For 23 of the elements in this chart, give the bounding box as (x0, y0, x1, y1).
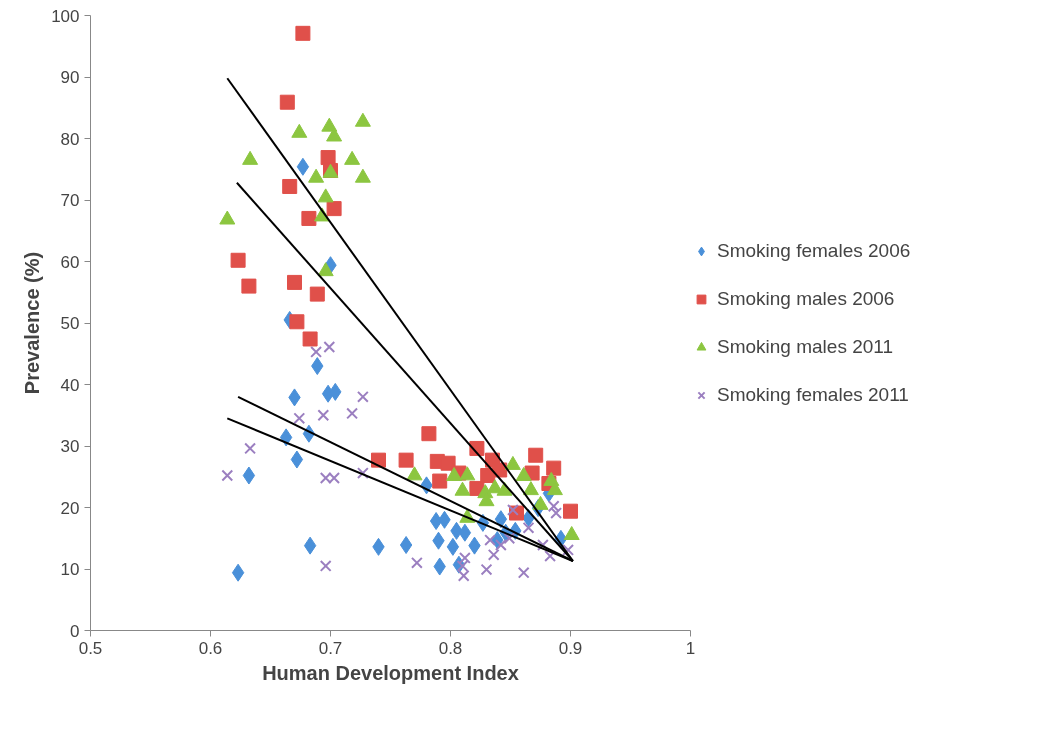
y-tick-label: 20 (60, 498, 80, 518)
x-tick-label: 0.8 (438, 638, 463, 658)
x-tick-label: 0.7 (318, 638, 343, 658)
y-tick-label: 40 (60, 375, 80, 395)
y-tick-label: 10 (60, 560, 80, 579)
y-tick-label: 0 (70, 621, 80, 641)
y-tick-label: 30 (60, 437, 80, 456)
legend-label: Smoking males 2006 (717, 287, 895, 310)
y-tick-label: 80 (60, 129, 80, 149)
y-tick-label: 60 (60, 252, 80, 272)
legend-label: Smoking females 2006 (717, 239, 911, 262)
y-tick-label: 50 (60, 314, 80, 333)
legend-label: Smoking females 2011 (717, 383, 909, 406)
y-tick-label: 70 (60, 191, 80, 210)
y-tick-label: 100 (51, 6, 80, 26)
y-axis-title: Prevalence (%) (21, 251, 44, 395)
x-tick-label: 0.6 (198, 638, 223, 658)
x-tick-label: 0.9 (558, 638, 583, 658)
x-axis-title: Human Development Index (262, 661, 519, 684)
x-tick-label: 0.5 (78, 638, 103, 658)
y-tick-label: 90 (60, 68, 80, 87)
legend-label: Smoking males 2011 (717, 335, 894, 358)
x-tick-label: 1 (685, 638, 696, 658)
